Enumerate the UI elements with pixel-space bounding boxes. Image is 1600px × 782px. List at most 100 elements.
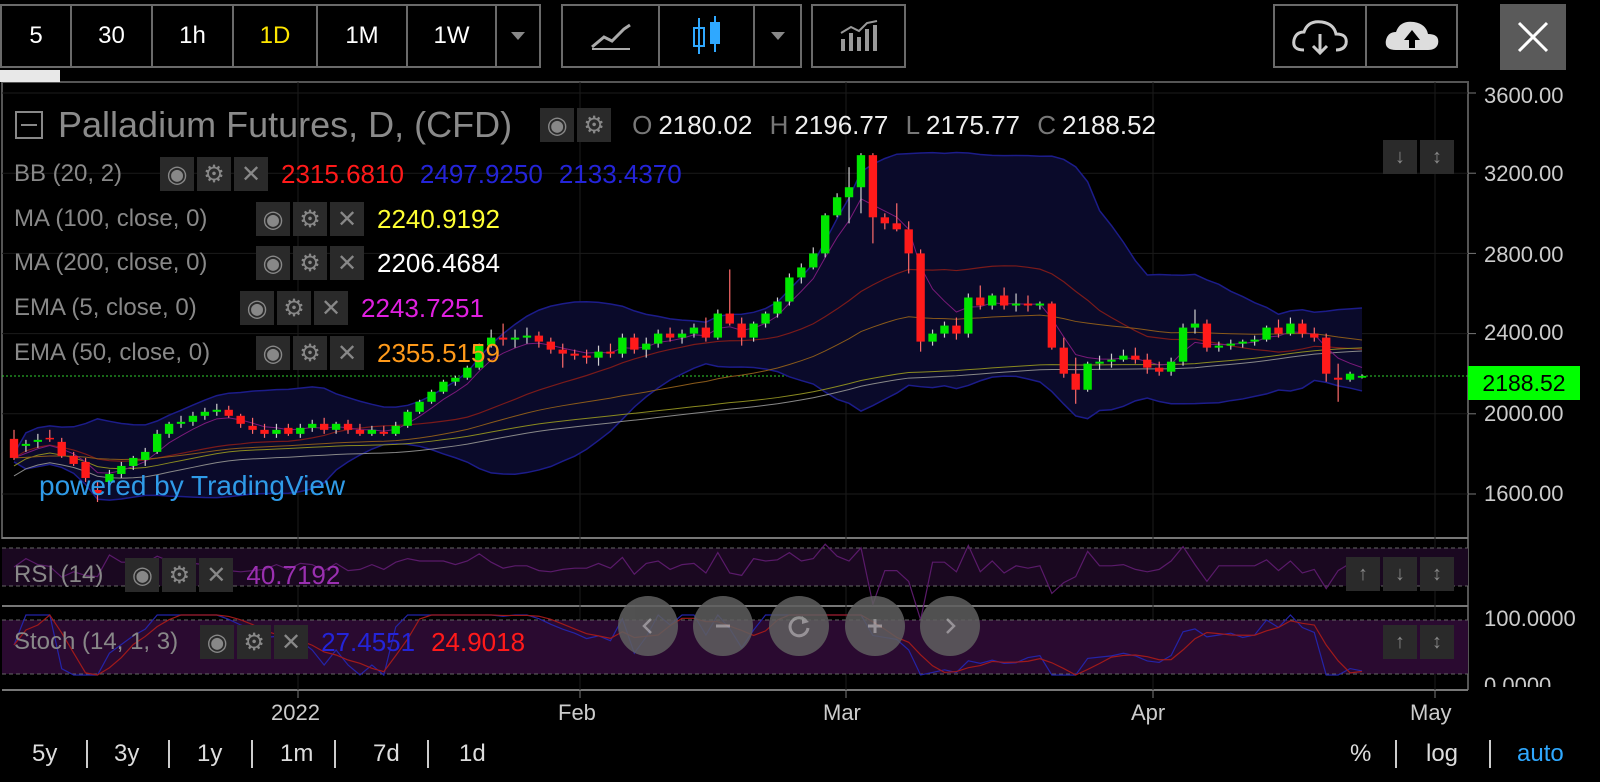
interval-1m[interactable]: 1M xyxy=(318,6,408,66)
separator xyxy=(1395,740,1397,768)
gear-icon[interactable]: ⚙ xyxy=(577,108,612,142)
scroll-right-button[interactable] xyxy=(920,596,980,656)
candle-chart-button[interactable] xyxy=(660,6,755,66)
indicator-name: EMA (5, close, 0) xyxy=(14,294,197,321)
gear-icon[interactable]: ⚙ xyxy=(293,246,327,280)
chevron-right-icon xyxy=(946,618,956,634)
candle-body xyxy=(164,423,174,434)
close-icon[interactable]: ✕ xyxy=(330,246,364,280)
range-7d-button[interactable]: 7d xyxy=(373,740,400,767)
candle-body xyxy=(558,349,567,354)
auto-scale-toggle[interactable]: auto xyxy=(1517,740,1564,767)
gear-icon[interactable]: ⚙ xyxy=(293,202,327,236)
range-1y-button[interactable]: 1y xyxy=(197,740,223,767)
separator xyxy=(334,740,336,768)
close-icon[interactable]: ✕ xyxy=(314,291,348,325)
price-tick-label: 2000.00 xyxy=(1484,401,1564,426)
interval-30[interactable]: 30 xyxy=(72,6,153,66)
close-button[interactable] xyxy=(1500,4,1566,70)
candle-body xyxy=(1083,363,1092,390)
gear-icon[interactable]: ⚙ xyxy=(197,157,231,191)
candlestick-icon xyxy=(692,16,720,54)
eye-icon[interactable]: ◉ xyxy=(200,625,235,659)
candle-body xyxy=(1035,303,1045,306)
chart-type-dropdown-button[interactable] xyxy=(755,6,800,66)
range-3y-button[interactable]: 3y xyxy=(114,740,140,767)
line-chart-icon xyxy=(590,23,631,50)
price-tick-label: 1600.00 xyxy=(1484,481,1564,506)
candle-body xyxy=(21,443,31,446)
collapse-icon[interactable] xyxy=(14,110,44,140)
gear-icon[interactable]: ⚙ xyxy=(293,336,327,370)
candle-body xyxy=(940,325,949,334)
candle-body xyxy=(1190,323,1200,328)
candle-body xyxy=(594,351,603,358)
move-up-button[interactable]: ↑ xyxy=(1383,625,1417,659)
range-5y-button[interactable]: 5y xyxy=(32,740,58,767)
cloud-upload-icon xyxy=(1385,21,1438,50)
indicator-name: BB (20, 2) xyxy=(14,160,123,187)
candle-body xyxy=(1023,303,1033,306)
indicators-button[interactable] xyxy=(813,6,904,66)
resize-button[interactable]: ↕ xyxy=(1420,557,1454,591)
resize-button[interactable]: ↕ xyxy=(1420,140,1454,174)
time-tick-label: 2022 xyxy=(271,700,320,725)
move-down-button[interactable]: ↓ xyxy=(1383,140,1417,174)
eye-icon[interactable]: ◉ xyxy=(125,558,160,592)
eye-icon[interactable]: ◉ xyxy=(256,202,290,236)
indicator-value: 2240.9192 xyxy=(377,203,500,234)
close-icon[interactable]: ✕ xyxy=(274,625,309,659)
candle-body xyxy=(976,297,985,306)
close-icon[interactable]: ✕ xyxy=(330,202,364,236)
eye-icon[interactable]: ◉ xyxy=(240,291,274,325)
interval-1h[interactable]: 1h xyxy=(153,6,234,66)
interval-dropdown-button[interactable] xyxy=(497,6,539,66)
resize-button[interactable]: ↕ xyxy=(1420,625,1454,659)
zoom-in-button[interactable] xyxy=(845,596,905,656)
stoch-axis-high: 100.0000 xyxy=(1484,606,1576,631)
close-icon[interactable]: ✕ xyxy=(330,336,364,370)
percent-scale-toggle[interactable]: % xyxy=(1350,740,1372,767)
gear-icon[interactable]: ⚙ xyxy=(277,291,311,325)
gear-icon[interactable]: ⚙ xyxy=(162,558,197,592)
eye-icon[interactable]: ◉ xyxy=(540,108,575,142)
close-icon[interactable]: ✕ xyxy=(199,558,234,592)
candle-body xyxy=(486,337,496,346)
price-tick-label: 3600.00 xyxy=(1484,83,1564,108)
candle-body xyxy=(308,423,317,428)
candle-body xyxy=(916,253,925,342)
interval-1w[interactable]: 1W xyxy=(408,6,497,66)
candle-body xyxy=(510,337,520,340)
save-layout-button[interactable] xyxy=(1367,6,1456,66)
gear-icon[interactable]: ⚙ xyxy=(237,625,272,659)
interval-1d[interactable]: 1D xyxy=(234,6,318,66)
candle-body xyxy=(1250,339,1259,342)
candle-body xyxy=(93,489,102,494)
line-chart-button[interactable] xyxy=(563,6,660,66)
range-1m-button[interactable]: 1m xyxy=(280,740,314,767)
candle-body xyxy=(665,333,675,338)
load-layout-button[interactable] xyxy=(1275,6,1367,66)
eye-icon[interactable]: ◉ xyxy=(160,157,194,191)
reset-button[interactable] xyxy=(769,596,829,656)
log-scale-toggle[interactable]: log xyxy=(1426,740,1459,767)
separator xyxy=(427,740,429,768)
eye-icon[interactable]: ◉ xyxy=(256,246,290,280)
range-1d-button[interactable]: 1d xyxy=(459,740,486,767)
candle-body xyxy=(1059,347,1068,374)
zoom-out-button[interactable] xyxy=(693,596,753,656)
close-icon[interactable]: ✕ xyxy=(234,157,268,191)
candle-body xyxy=(260,429,269,434)
eye-icon[interactable]: ◉ xyxy=(256,336,290,370)
candle-body xyxy=(856,155,866,188)
move-up-button[interactable]: ↑ xyxy=(1346,557,1380,591)
interval-5[interactable]: 5 xyxy=(2,6,72,66)
indicator-name: MA (200, close, 0) xyxy=(14,249,208,276)
scroll-left-button[interactable] xyxy=(618,596,678,656)
time-tick-label: May xyxy=(1410,700,1452,725)
close-value: 2188.52 xyxy=(1062,109,1157,140)
candle-body xyxy=(1143,359,1152,368)
move-down-button[interactable]: ↓ xyxy=(1383,557,1417,591)
panel-tab-handle[interactable] xyxy=(0,70,60,82)
